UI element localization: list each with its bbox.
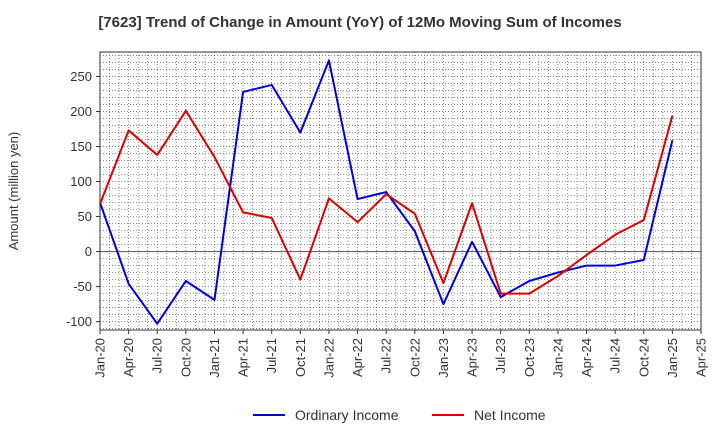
x-tick-label: Jul-20	[150, 338, 165, 373]
y-tick-label: 250	[70, 69, 92, 84]
x-tick-label: Jul-22	[379, 338, 394, 373]
y-tick-label: 50	[78, 209, 92, 224]
y-tick-label: -50	[73, 279, 92, 294]
x-tick-label: Apr-20	[121, 338, 136, 377]
series-line-net-income	[99, 109, 674, 295]
y-tick-label: 0	[85, 244, 92, 259]
y-tick-label: 200	[70, 104, 92, 119]
chart-title: [7623] Trend of Change in Amount (YoY) o…	[98, 14, 622, 31]
y-tick-label: 150	[70, 139, 92, 154]
x-tick-label: Oct-21	[293, 338, 308, 377]
x-tick-label: Oct-23	[522, 338, 537, 377]
x-tick-label: Jul-24	[608, 338, 623, 373]
x-tick-label: Oct-22	[407, 338, 422, 377]
x-tick-label: Oct-20	[178, 338, 193, 377]
legend-label-net-income: Net Income	[474, 407, 546, 423]
x-tick-label: Jan-23	[436, 338, 451, 378]
x-tick-label: Apr-24	[579, 338, 594, 377]
plot-area	[99, 51, 702, 331]
x-tick-label: Apr-23	[465, 338, 480, 377]
x-tick-label: Oct-24	[636, 338, 651, 377]
x-tick-label: Jan-22	[321, 338, 336, 378]
y-axis-label: Amount (million yen)	[6, 132, 21, 251]
x-tick-label: Jan-24	[550, 338, 565, 378]
x-tick-label: Jan-25	[665, 338, 680, 378]
x-tick-label: Jan-20	[93, 338, 108, 378]
x-tick-label: Jul-23	[493, 338, 508, 373]
legend-label-ordinary-income: Ordinary Income	[295, 407, 399, 423]
x-tick-label: Jan-21	[207, 338, 222, 378]
series-line-ordinary-income	[99, 59, 674, 325]
x-tick-label: Apr-25	[694, 338, 709, 377]
y-tick-label: -100	[66, 314, 92, 329]
x-tick-label: Apr-22	[350, 338, 365, 377]
x-tick-label: Apr-21	[236, 338, 251, 377]
x-tick-label: Jul-21	[264, 338, 279, 373]
y-tick-label: 100	[70, 174, 92, 189]
